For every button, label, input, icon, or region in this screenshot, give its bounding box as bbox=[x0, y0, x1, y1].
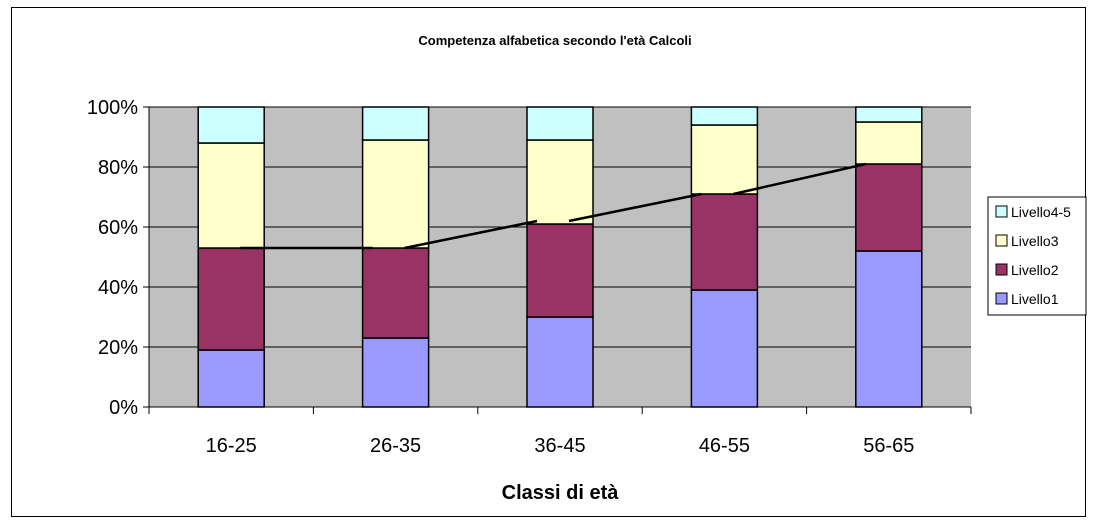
trend-line bbox=[240, 162, 867, 250]
bar-livello4-5-36-45 bbox=[526, 106, 594, 141]
x-tick-label: 56-65 bbox=[863, 435, 914, 457]
axes bbox=[143, 106, 972, 414]
y-tick-labels: 0% 20% 40% 60% 80% 100% bbox=[87, 97, 138, 419]
bar-livello1-46-55 bbox=[690, 289, 759, 408]
bar-livello3-26-35 bbox=[361, 139, 430, 249]
bars bbox=[197, 106, 923, 408]
y-tick-label: 20% bbox=[98, 337, 138, 359]
x-tick-labels: 16-25 26-35 36-45 46-55 56-65 bbox=[206, 435, 915, 457]
bar-livello4-5-16-25 bbox=[197, 106, 265, 144]
bar-livello3-46-55 bbox=[690, 124, 759, 195]
x-tick-label: 46-55 bbox=[699, 435, 750, 457]
y-tick-label: 80% bbox=[98, 157, 138, 179]
bar-livello2-36-45 bbox=[526, 223, 594, 318]
legend-label: Livello1 bbox=[1011, 291, 1059, 307]
bar-livello3-36-45 bbox=[526, 139, 594, 225]
y-tick-label: 40% bbox=[98, 277, 138, 299]
bar-livello1-56-65 bbox=[855, 250, 923, 408]
chart-title: Competenza alfabetica secondo l'età Calc… bbox=[418, 33, 691, 48]
bar-livello2-26-35 bbox=[361, 247, 430, 339]
bar-livello1-36-45 bbox=[526, 316, 594, 408]
legend-swatch bbox=[995, 263, 1008, 276]
x-tick-label: 16-25 bbox=[206, 435, 257, 457]
x-tick-label: 26-35 bbox=[370, 435, 421, 457]
bar-livello4-5-56-65 bbox=[855, 106, 923, 123]
legend-label: Livello2 bbox=[1011, 262, 1059, 278]
legend-swatch bbox=[995, 205, 1008, 218]
bar-livello2-46-55 bbox=[690, 193, 759, 291]
bar-livello3-16-25 bbox=[197, 142, 265, 249]
legend-label: Livello3 bbox=[1011, 233, 1059, 249]
y-tick-label: 60% bbox=[98, 217, 138, 239]
legend: Livello4-5 Livello3 Livello2 Livello1 bbox=[987, 196, 1087, 316]
y-tick-label: 100% bbox=[87, 97, 138, 119]
bar-livello3-56-65 bbox=[855, 121, 923, 165]
bar-livello2-56-65 bbox=[855, 163, 923, 252]
bar-livello1-16-25 bbox=[197, 349, 265, 408]
bar-livello1-26-35 bbox=[361, 337, 430, 408]
legend-swatch bbox=[995, 292, 1008, 305]
bar-livello4-5-26-35 bbox=[361, 106, 430, 141]
legend-swatch bbox=[995, 234, 1008, 247]
trend-line-path bbox=[240, 162, 867, 250]
legend-label: Livello4-5 bbox=[1011, 204, 1071, 220]
bar-livello4-5-46-55 bbox=[690, 106, 759, 126]
x-axis-label: Classi di età bbox=[502, 482, 620, 504]
y-tick-label: 0% bbox=[109, 397, 138, 419]
bar-livello2-16-25 bbox=[197, 247, 265, 351]
x-tick-label: 36-45 bbox=[534, 435, 585, 457]
